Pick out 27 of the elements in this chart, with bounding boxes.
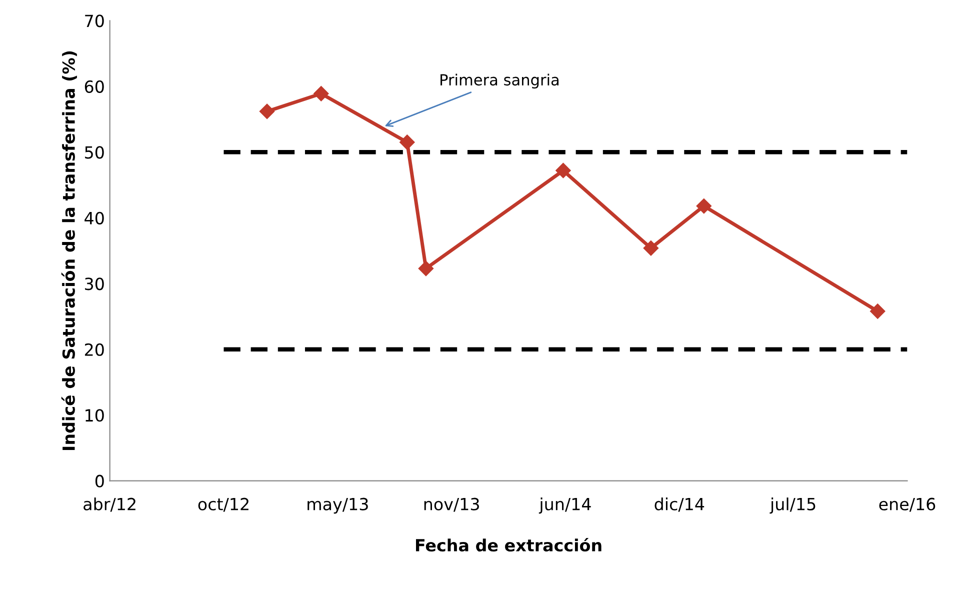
x-tick-label: ene/16: [879, 498, 936, 512]
y-axis-title: Indicé de Saturación de la transferrina (%): [61, 51, 77, 450]
point: [400, 134, 415, 150]
x-tick-label: oct/12: [198, 498, 248, 512]
point: [259, 104, 275, 119]
y-tick-label: 30: [85, 278, 104, 290]
y-tick-label: 10: [86, 409, 104, 422]
y-tick-label: 20: [84, 343, 104, 356]
x-tick-label: jul/15: [770, 498, 816, 514]
x-tick-label: nov/13: [424, 498, 479, 512]
point: [643, 240, 659, 256]
point: [696, 198, 712, 214]
point: [556, 162, 571, 178]
x-tick-label: may/13: [308, 498, 368, 514]
point: [870, 304, 886, 319]
annotation: Primera sangria: [440, 74, 559, 89]
x-tick-label: jun/14: [538, 498, 591, 514]
y-tick-label: 0: [95, 474, 104, 488]
y-tick-label: 50: [85, 146, 104, 159]
x-tick-label: dic/14: [654, 498, 704, 512]
x-axis-title: Fecha de extracción: [416, 538, 602, 552]
point: [314, 86, 329, 102]
point: [418, 260, 434, 276]
y-tick-label: 40: [84, 212, 104, 224]
y-tick-label: 70: [85, 14, 104, 28]
y-tick-label: 60: [84, 80, 104, 93]
x-tick-label: abr/12: [84, 498, 136, 512]
